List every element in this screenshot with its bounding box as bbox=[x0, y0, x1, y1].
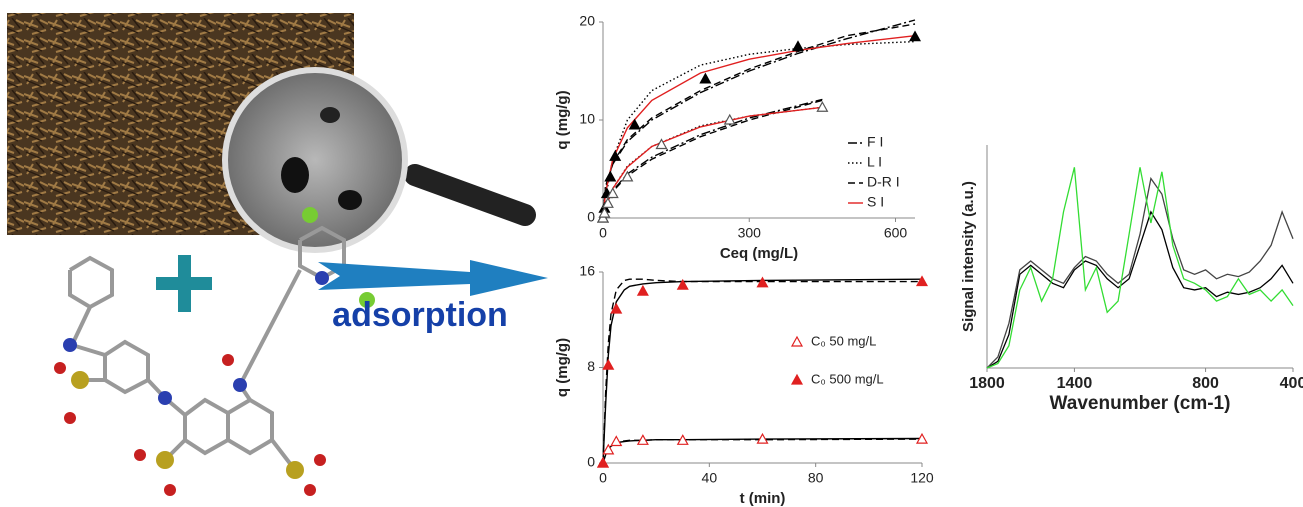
x-tick-label: 400 bbox=[1280, 375, 1303, 392]
x-tick-label: 1800 bbox=[969, 375, 1005, 392]
x-tick-label: 1400 bbox=[1057, 375, 1093, 392]
x-tick-label: 0 bbox=[599, 470, 607, 486]
arrow bbox=[318, 260, 548, 296]
x-tick-label: 800 bbox=[1192, 375, 1219, 392]
page: adsorption 0 10 20 0 300 600 Ceq (mg/L) q (mg/g… bbox=[0, 0, 1303, 507]
y-tick-label: 0 bbox=[587, 209, 595, 225]
x-axis-title: Wavenumber (cm-1) bbox=[1050, 393, 1231, 414]
data-point bbox=[817, 102, 827, 111]
data-point bbox=[638, 286, 648, 295]
pore bbox=[338, 190, 362, 210]
data-point bbox=[917, 277, 927, 286]
molecule bbox=[70, 228, 344, 470]
legend-label: D-R I bbox=[867, 174, 900, 190]
legend-label: F I bbox=[867, 134, 883, 150]
data-point bbox=[603, 360, 613, 369]
x-axis-title: t (min) bbox=[740, 490, 786, 507]
x-tick-label: 80 bbox=[808, 470, 824, 486]
magnifier-handle bbox=[415, 175, 525, 215]
x-tick-label: 600 bbox=[884, 225, 908, 241]
legend-label: C₀ 500 mg/L bbox=[811, 371, 884, 386]
y-tick-label: 16 bbox=[579, 263, 595, 279]
y-tick-label: 8 bbox=[587, 358, 595, 374]
data-point bbox=[605, 172, 615, 181]
data-point bbox=[700, 74, 710, 83]
model-curve bbox=[603, 36, 915, 218]
y-tick-label: 10 bbox=[579, 111, 595, 127]
y-axis-title: q (mg/g) bbox=[554, 90, 571, 149]
data-point bbox=[793, 42, 803, 51]
pore bbox=[281, 157, 309, 193]
y-axis-title: Signal intensity (a.u.) bbox=[960, 181, 977, 332]
y-axis-title: q (mg/g) bbox=[554, 338, 571, 397]
x-tick-label: 120 bbox=[910, 470, 934, 486]
legend-swatch bbox=[792, 375, 802, 384]
pore bbox=[320, 107, 340, 123]
data-point bbox=[611, 437, 621, 446]
legend-label: C₀ 50 mg/L bbox=[811, 333, 876, 348]
x-axis-title: Ceq (mg/L) bbox=[720, 245, 798, 262]
x-tick-label: 40 bbox=[702, 470, 718, 486]
graphical-abstract: adsorption 0 10 20 0 300 600 Ceq (mg/L) q (mg/g… bbox=[0, 0, 1303, 507]
legend-swatch bbox=[792, 337, 802, 346]
annotation: adsorption bbox=[332, 296, 508, 334]
x-tick-label: 0 bbox=[599, 225, 607, 241]
legend-label: L I bbox=[867, 154, 882, 170]
plus bbox=[178, 255, 191, 312]
y-tick-label: 20 bbox=[579, 13, 595, 29]
magnifier-lens bbox=[225, 70, 405, 250]
y-tick-label: 0 bbox=[587, 454, 595, 470]
legend-label: S I bbox=[867, 194, 884, 210]
x-tick-label: 300 bbox=[738, 225, 762, 241]
